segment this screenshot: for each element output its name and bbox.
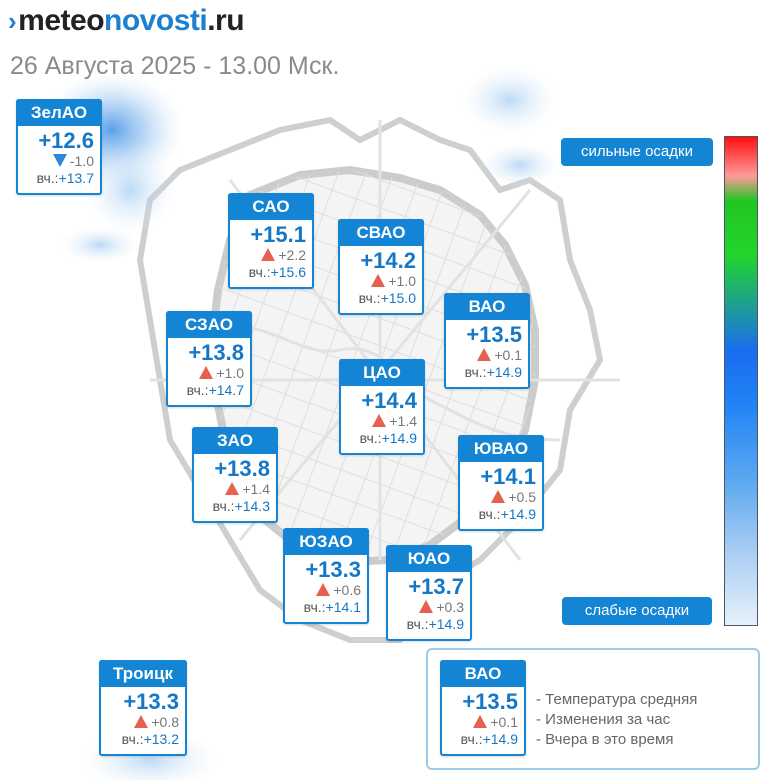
district-card-zao[interactable]: ЗАО +13.8 +1.4 вч.:+14.3 <box>192 427 278 523</box>
yesterday-value: +14.9 <box>486 364 522 380</box>
temperature-value: +14.2 <box>360 248 416 273</box>
district-name: СВАО <box>338 219 424 246</box>
district-card-szao[interactable]: СЗАО +13.8 +1.0 вч.:+14.7 <box>166 311 252 407</box>
precipitation-color-scale <box>724 136 758 626</box>
district-card-yuzao[interactable]: ЮЗАО +13.3 +0.6 вч.:+14.1 <box>283 528 369 624</box>
hourly-change: -1.0 <box>69 153 94 169</box>
up-arrow-icon <box>371 274 386 287</box>
hourly-change: +0.3 <box>436 599 464 615</box>
legend-sample-card: ВАО +13.5 +0.1 вч.:+14.9 <box>440 660 526 756</box>
yesterday-value: +14.7 <box>208 382 244 398</box>
district-card-zelao[interactable]: ЗелАО +12.6 -1.0 вч.:+13.7 <box>16 99 102 195</box>
yesterday-label: вч.: <box>464 364 487 380</box>
district-card-cao[interactable]: ЦАО +14.4 +1.4 вч.:+14.9 <box>339 359 425 455</box>
temperature-value: +13.5 <box>466 322 522 347</box>
hourly-change: +1.4 <box>242 481 270 497</box>
logo-text-domain: .ru <box>207 4 245 37</box>
up-arrow-icon <box>199 366 214 379</box>
hourly-change: +0.1 <box>494 347 522 363</box>
up-arrow-icon <box>491 490 506 503</box>
up-arrow-icon <box>316 583 331 596</box>
hourly-change: +0.8 <box>151 714 179 730</box>
legend-item-yesterday: - Вчера в это время <box>536 731 674 748</box>
district-name: ЗАО <box>192 427 278 454</box>
district-card-yuvao[interactable]: ЮВАО +14.1 +0.5 вч.:+14.9 <box>458 435 544 531</box>
district-name: ЗелАО <box>16 99 102 126</box>
temperature-value: +13.7 <box>408 574 464 599</box>
temperature-value: +13.8 <box>214 456 270 481</box>
yesterday-value: +13.2 <box>143 731 179 747</box>
temperature-value: +15.1 <box>250 222 306 247</box>
hourly-change: +0.1 <box>490 714 518 730</box>
yesterday-label: вч.: <box>460 731 483 747</box>
district-name: САО <box>228 193 314 220</box>
yesterday-label: вч.: <box>359 430 382 446</box>
yesterday-value: +14.9 <box>482 731 518 747</box>
temperature-value: +14.4 <box>361 388 417 413</box>
yesterday-value: +14.9 <box>500 506 536 522</box>
hourly-change: +0.6 <box>333 582 361 598</box>
district-name: ЦАО <box>339 359 425 386</box>
district-name: ЮАО <box>386 545 472 572</box>
up-arrow-icon <box>419 600 434 613</box>
logo-text-meteo: meteo <box>18 4 105 37</box>
up-arrow-icon <box>372 414 387 427</box>
district-name: ЮВАО <box>458 435 544 462</box>
yesterday-label: вч.: <box>36 170 59 186</box>
yesterday-label: вч.: <box>248 264 271 280</box>
district-name: ЮЗАО <box>283 528 369 555</box>
district-card-troitsk[interactable]: Троицк +13.3 +0.8 вч.:+13.2 <box>99 660 187 756</box>
yesterday-value: +13.7 <box>58 170 94 186</box>
up-arrow-icon <box>473 715 488 728</box>
yesterday-label: вч.: <box>358 290 381 306</box>
temperature-value: +14.1 <box>480 464 536 489</box>
district-card-svao[interactable]: СВАО +14.2 +1.0 вч.:+15.0 <box>338 219 424 315</box>
hourly-change: +0.5 <box>508 489 536 505</box>
legend-item-hourly-change: - Изменения за час <box>536 711 671 728</box>
legend-descriptions: - Температура средняя - Изменения за час… <box>536 690 697 750</box>
logo-mark-icon: › <box>8 6 17 36</box>
logo-text-novosti: novosti <box>104 4 208 37</box>
yesterday-label: вч.: <box>406 616 429 632</box>
yesterday-value: +14.9 <box>428 616 464 632</box>
yesterday-value: +14.1 <box>325 599 361 615</box>
yesterday-label: вч.: <box>478 506 501 522</box>
district-name: СЗАО <box>166 311 252 338</box>
up-arrow-icon <box>225 482 240 495</box>
temperature-value: +13.5 <box>462 689 518 714</box>
yesterday-value: +15.6 <box>270 264 306 280</box>
district-name: ВАО <box>440 660 526 687</box>
up-arrow-icon <box>261 248 276 261</box>
forecast-datetime: 26 Августа 2025 - 13.00 Мск. <box>10 52 340 80</box>
hourly-change: +2.2 <box>278 247 306 263</box>
temperature-value: +12.6 <box>38 128 94 153</box>
light-precipitation-label: слабые осадки <box>562 597 712 625</box>
yesterday-label: вч.: <box>212 498 235 514</box>
hourly-change: +1.0 <box>216 365 244 381</box>
yesterday-value: +14.3 <box>234 498 270 514</box>
yesterday-label: вч.: <box>303 599 326 615</box>
district-card-vao[interactable]: ВАО +13.5 +0.1 вч.:+14.9 <box>444 293 530 389</box>
yesterday-label: вч.: <box>121 731 144 747</box>
hourly-change: +1.4 <box>389 413 417 429</box>
district-card-yuao[interactable]: ЮАО +13.7 +0.3 вч.:+14.9 <box>386 545 472 641</box>
district-name: Троицк <box>99 660 187 687</box>
site-logo[interactable]: ›meteonovosti.ru <box>8 4 245 38</box>
heavy-precipitation-label: сильные осадки <box>561 138 713 166</box>
legend-item-average-temp: - Температура средняя <box>536 691 698 708</box>
hourly-change: +1.0 <box>388 273 416 289</box>
temperature-value: +13.8 <box>188 340 244 365</box>
yesterday-value: +14.9 <box>381 430 417 446</box>
up-arrow-icon <box>134 715 149 728</box>
yesterday-label: вч.: <box>186 382 209 398</box>
district-name: ВАО <box>444 293 530 320</box>
district-card-sao[interactable]: САО +15.1 +2.2 вч.:+15.6 <box>228 193 314 289</box>
up-arrow-icon <box>477 348 492 361</box>
temperature-value: +13.3 <box>123 689 179 714</box>
yesterday-value: +15.0 <box>380 290 416 306</box>
temperature-value: +13.3 <box>305 557 361 582</box>
down-arrow-icon <box>52 154 67 167</box>
